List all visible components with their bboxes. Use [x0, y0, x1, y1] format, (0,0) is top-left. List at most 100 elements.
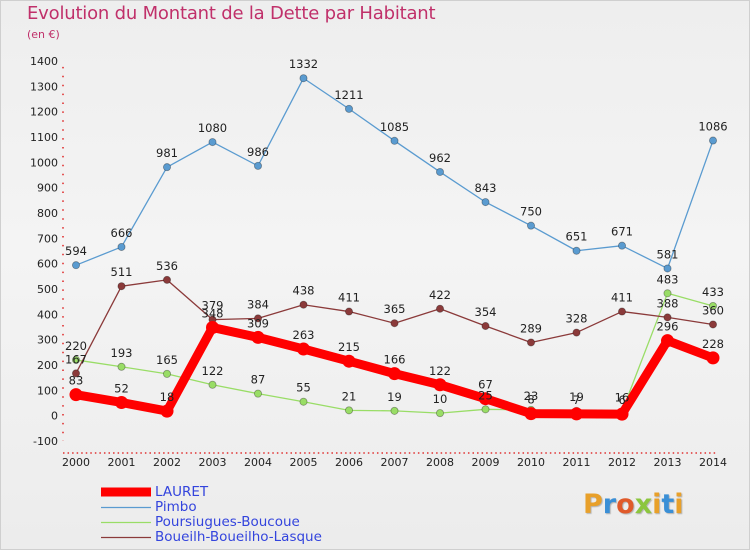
data-point: [435, 304, 444, 313]
data-label: 411: [611, 291, 633, 305]
data-point: [435, 409, 444, 418]
y-tick-label: 1400: [30, 55, 58, 68]
data-label: 328: [566, 312, 588, 326]
proxiti-logo: Proxiti: [583, 489, 684, 520]
data-label: 167: [65, 352, 87, 366]
logo-letter: P: [583, 489, 603, 520]
logo-letter: i: [652, 489, 662, 520]
x-tick-label: 2010: [517, 456, 545, 469]
data-label: 289: [520, 321, 542, 335]
logo-letter: r: [602, 489, 617, 520]
data-label: 166: [384, 353, 406, 367]
data-label: 594: [65, 244, 87, 258]
legend-label: LAURET: [155, 484, 209, 500]
x-tick-label: 2004: [244, 456, 272, 469]
data-point: [706, 351, 720, 365]
data-label: 1080: [198, 121, 227, 135]
data-label: 263: [293, 328, 315, 342]
y-tick-label: -100: [33, 435, 58, 448]
data-point: [615, 407, 629, 421]
data-label: 25: [478, 388, 493, 402]
logo-letter: t: [661, 489, 675, 520]
data-label: 1211: [334, 88, 363, 102]
data-point: [709, 320, 718, 329]
data-point: [661, 334, 674, 348]
data-label: 309: [247, 316, 269, 330]
legend-label: Boueilh-Boueilho-Lasque: [155, 529, 322, 545]
data-point: [527, 221, 536, 230]
data-label: 438: [293, 284, 315, 298]
x-tick-label: 2014: [699, 456, 727, 469]
series-lines: [69, 74, 720, 421]
logo-letter: o: [616, 489, 635, 520]
data-label: 19: [387, 390, 402, 404]
data-point: [388, 367, 401, 381]
data-point: [299, 300, 308, 309]
y-tick-label: 900: [37, 182, 58, 195]
data-point: [663, 289, 672, 298]
data-label: 750: [520, 205, 542, 219]
data-label: 1085: [380, 120, 409, 134]
y-tick-label: 300: [37, 334, 58, 347]
data-point: [160, 404, 174, 418]
data-point: [572, 328, 581, 337]
x-tick-label: 2002: [153, 456, 181, 469]
data-label: 666: [111, 226, 133, 240]
data-point: [117, 362, 126, 371]
y-tick-label: 1200: [30, 106, 58, 119]
data-point: [117, 242, 126, 251]
data-label: 23: [524, 389, 539, 403]
data-point: [709, 301, 718, 310]
data-label: 651: [566, 230, 588, 244]
data-point: [572, 246, 581, 255]
data-point: [481, 405, 490, 414]
data-label: 384: [247, 297, 269, 311]
data-label: 215: [338, 340, 360, 354]
y-tick-label: 800: [37, 207, 58, 220]
legend-label: Pimbo: [155, 499, 197, 515]
data-label: 986: [247, 145, 269, 159]
data-point: [253, 389, 262, 398]
data-point: [299, 397, 308, 406]
data-point: [524, 407, 538, 421]
data-label: 55: [296, 381, 311, 395]
data-label: 1086: [698, 120, 727, 134]
data-label: 981: [156, 146, 178, 160]
data-label: 7: [573, 393, 580, 407]
legend-swatch-pimbo: [101, 506, 151, 509]
data-point: [69, 388, 83, 402]
data-label: 536: [156, 259, 178, 273]
data-point: [344, 307, 353, 316]
data-point: [390, 319, 399, 328]
data-label: 511: [111, 265, 133, 279]
y-tick-label: 700: [37, 232, 58, 245]
series-line-pimbo: [75, 77, 714, 270]
data-point: [297, 342, 310, 356]
x-tick-label: 2013: [654, 456, 682, 469]
data-label: 365: [384, 302, 406, 316]
data-label: 348: [202, 307, 224, 321]
y-tick-label: 500: [37, 283, 58, 296]
legend-label: Poursiugues-Boucoue: [155, 514, 300, 530]
y-tick-label: 1300: [30, 80, 58, 93]
data-point: [481, 321, 490, 330]
data-point: [162, 163, 171, 172]
data-point: [208, 380, 217, 389]
y-tick-label: 600: [37, 258, 58, 271]
chart-title: Evolution du Montant de la Dette par Hab…: [27, 3, 436, 24]
data-label: 122: [202, 364, 224, 378]
data-label: 1332: [289, 57, 318, 71]
data-point: [390, 406, 399, 415]
data-point: [527, 338, 536, 347]
data-point: [208, 138, 217, 147]
data-label: 843: [475, 181, 497, 195]
data-point: [72, 355, 81, 364]
data-point: [117, 282, 126, 291]
data-label: 354: [475, 305, 497, 319]
x-tick-label: 2012: [608, 456, 636, 469]
data-labels: 5946669811080986133212111085962843750651…: [65, 57, 728, 407]
data-label: 83: [69, 374, 84, 388]
data-label: 18: [160, 390, 175, 404]
